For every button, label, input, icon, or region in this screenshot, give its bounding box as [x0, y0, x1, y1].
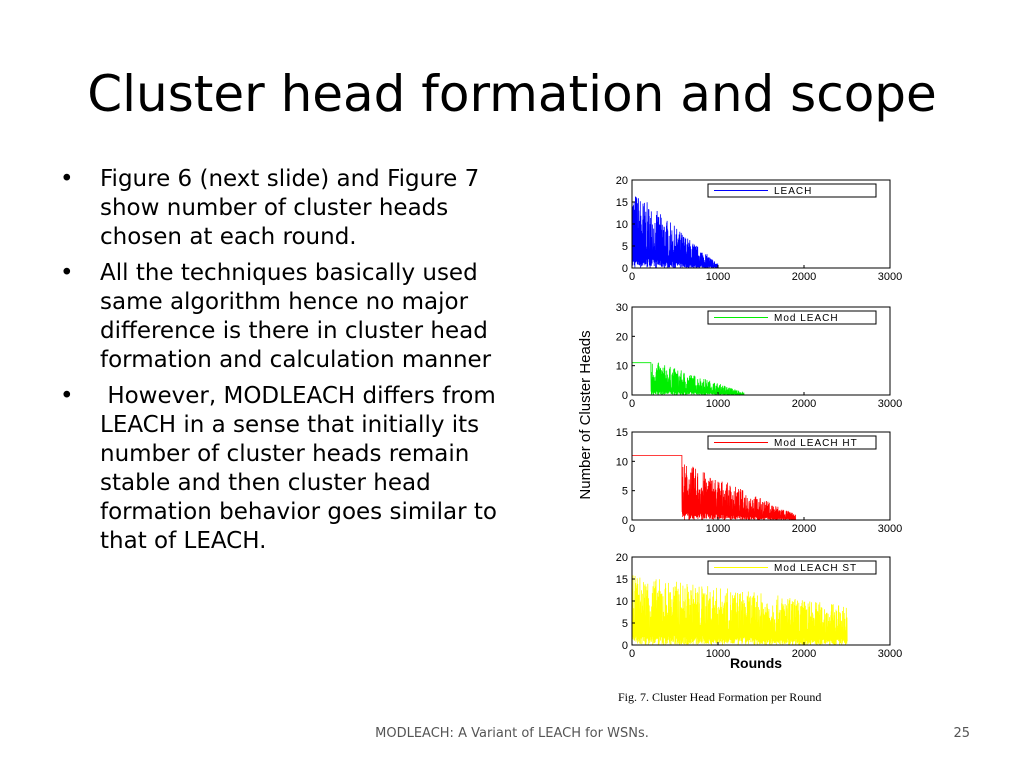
- series-line-1: [632, 362, 847, 396]
- y-tick-label: 10: [616, 456, 628, 468]
- legend-box: [707, 560, 877, 575]
- panel-2: 0 5 10 15 0 1000 2000 3000 Mod LEACH HT: [616, 427, 902, 535]
- y-axis-label: Number of Cluster Heads: [577, 330, 594, 499]
- y-tick-label: 5: [622, 241, 628, 253]
- x-tick-label: 1000: [706, 648, 730, 660]
- y-tick-label: 15: [616, 197, 628, 209]
- x-tick-label: 1000: [706, 523, 730, 535]
- y-tick-label: 10: [616, 596, 628, 608]
- series-line-2: [632, 455, 856, 521]
- bullet-item: • However, MODLEACH differs from LEACH i…: [58, 382, 498, 556]
- x-tick-label: 0: [629, 398, 635, 410]
- slide-title: Cluster head formation and scope: [87, 65, 937, 123]
- cluster-head-figure: 0 5 10 15 20 0 1000 2000 3000 LEACH 0 10 20 30 0 1000 20…: [570, 170, 920, 710]
- y-tick-label: 20: [616, 552, 628, 564]
- x-tick-label: 2000: [792, 271, 816, 283]
- x-tick-label: 3000: [878, 648, 902, 660]
- bullet-dot: •: [60, 260, 74, 286]
- bullet-item: • Figure 6 (next slide) and Figure 7 sho…: [58, 165, 498, 252]
- x-tick-label: 1000: [706, 271, 730, 283]
- x-tick-label: 1000: [706, 398, 730, 410]
- panel-3: 0 5 10 15 20 0 1000 2000 3000 Mod LEACH ST: [616, 552, 902, 660]
- x-tick-label: 2000: [792, 398, 816, 410]
- plot-frame: [631, 306, 891, 396]
- y-tick-label: 15: [616, 427, 628, 439]
- legend-box: [707, 183, 877, 198]
- x-tick-label: 2000: [792, 648, 816, 660]
- legend-label: Mod LEACH ST: [774, 563, 857, 574]
- x-tick-label: 3000: [878, 398, 902, 410]
- y-tick-label: 5: [622, 486, 628, 498]
- bullet-dot: •: [60, 383, 74, 409]
- y-tick-label: 10: [616, 219, 628, 231]
- bullet-list: • Figure 6 (next slide) and Figure 7 sho…: [58, 165, 498, 563]
- x-axis-label: Rounds: [730, 655, 782, 671]
- panel-0: 0 5 10 15 20 0 1000 2000 3000 LEACH: [616, 175, 902, 283]
- y-tick-label: 0: [622, 515, 628, 527]
- y-tick-label: 15: [616, 574, 628, 586]
- x-tick-label: 2000: [792, 523, 816, 535]
- page-number: 25: [953, 726, 970, 741]
- x-tick-label: 3000: [878, 523, 902, 535]
- series-line-0: [631, 196, 890, 269]
- plot-frame: [631, 431, 891, 521]
- bullet-text: All the techniques basically used same a…: [100, 260, 492, 373]
- x-tick-label: 3000: [878, 271, 902, 283]
- x-tick-label: 0: [629, 523, 635, 535]
- y-tick-label: 0: [622, 263, 628, 275]
- bullet-dot: •: [60, 166, 74, 192]
- y-tick-label: 0: [622, 640, 628, 652]
- y-tick-label: 20: [616, 175, 628, 187]
- x-tick-label: 0: [629, 648, 635, 660]
- bullet-text: Figure 6 (next slide) and Figure 7 show …: [100, 166, 480, 250]
- bullet-text: However, MODLEACH differs from LEACH in …: [100, 383, 505, 554]
- y-tick-label: 20: [616, 331, 628, 343]
- legend-label: Mod LEACH HT: [774, 438, 858, 449]
- y-tick-label: 0: [622, 390, 628, 402]
- legend-label: LEACH: [774, 186, 812, 197]
- y-tick-label: 10: [616, 361, 628, 373]
- legend-box: [707, 310, 877, 325]
- panel-1: 0 10 20 30 0 1000 2000 3000 Mod LEACH: [616, 302, 902, 410]
- x-tick-label: 0: [629, 271, 635, 283]
- y-tick-label: 5: [622, 618, 628, 630]
- y-tick-label: 30: [616, 302, 628, 314]
- figure-caption: Fig. 7. Cluster Head Formation per Round: [618, 690, 821, 704]
- slide-footer: MODLEACH: A Variant of LEACH for WSNs.: [375, 726, 649, 741]
- series-line-3: [631, 574, 848, 646]
- legend-label: Mod LEACH: [774, 313, 839, 324]
- bullet-item: • All the techniques basically used same…: [58, 259, 498, 375]
- legend-box: [707, 435, 877, 450]
